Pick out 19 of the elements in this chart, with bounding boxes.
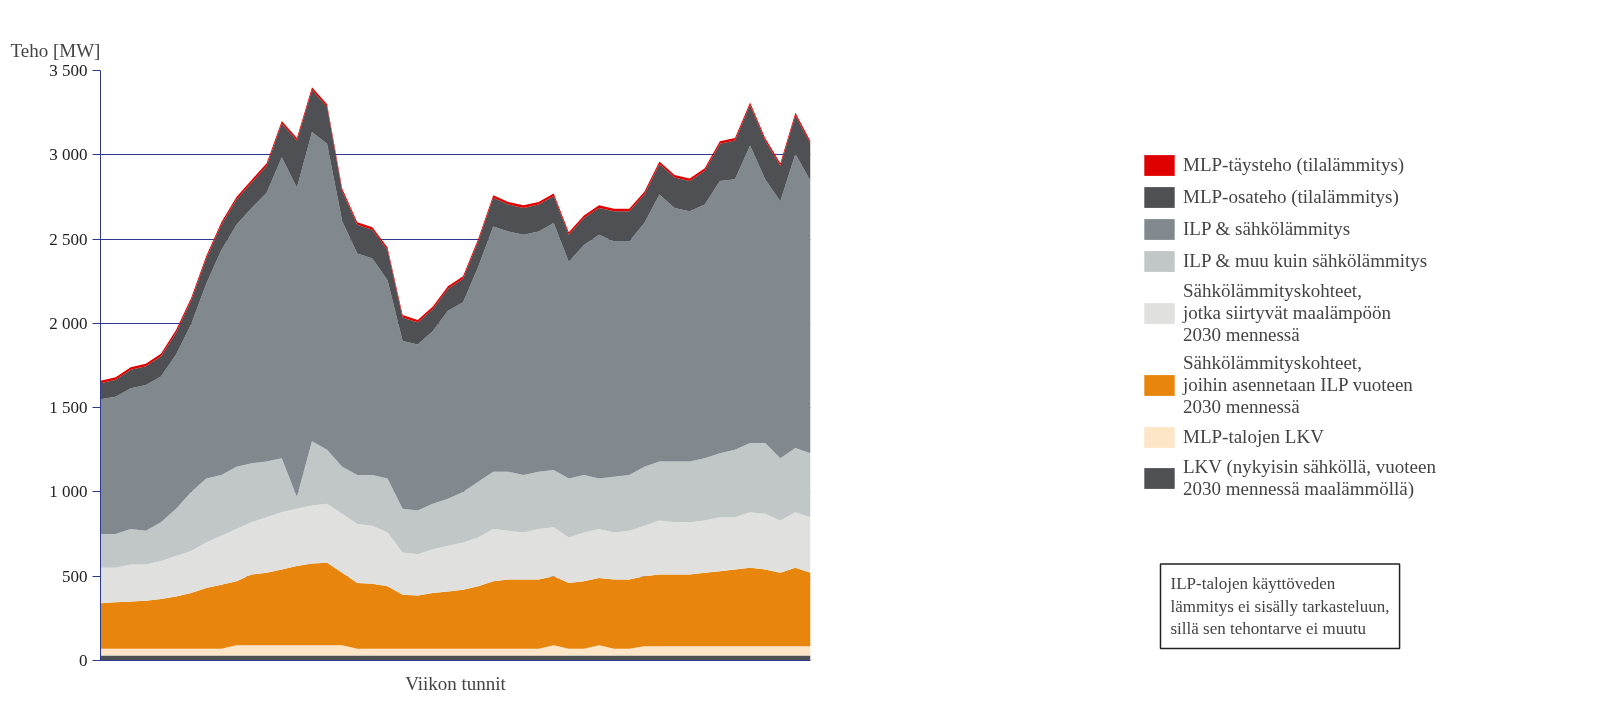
y-tick-label: 1 500: [49, 398, 88, 418]
legend-label: Sähkölämmityskohteet, jotka siirtyvät maalämpöön 2030 mennessä: [1183, 280, 1391, 346]
text: ILP-talojen käyttöveden lämmitys ei sisälly tarkasteluun, sillä sen tehontarve ei muutu: [1170, 573, 1390, 639]
y-tick-label: 500: [62, 566, 88, 586]
x-axis-title: Viikon tunnit: [405, 672, 507, 694]
y-axis-title: Teho [MW]: [10, 39, 101, 61]
legend-label: MLP-talojen LKV: [1183, 425, 1324, 449]
y-tick-label: 2 500: [49, 229, 88, 249]
y-tick-label: 2 000: [49, 313, 88, 333]
y-tick-label: 1 000: [49, 482, 88, 502]
legend-label: LKV (nykyisin sähköllä, vuoteen 2030 mennessä maalämmöllä): [1183, 456, 1436, 500]
legend-label: ILP & sähkölämmitys: [1183, 217, 1351, 241]
y-tick-label: 3 500: [49, 61, 88, 80]
legend-label: ILP & muu kuin sähkölämmitys: [1183, 249, 1428, 273]
y-tick-label: 0: [79, 651, 88, 670]
y-tick-label: 3 000: [49, 145, 88, 165]
legend-label: MLP-täysteho (tilalämmitys): [1183, 153, 1405, 177]
legend-label: Sähkölämmityskohteet, joihin asennetaan ILP vuoteen 2030 mennessä: [1183, 352, 1413, 418]
legend-label: MLP-osateho (tilalämmitys): [1183, 185, 1399, 209]
